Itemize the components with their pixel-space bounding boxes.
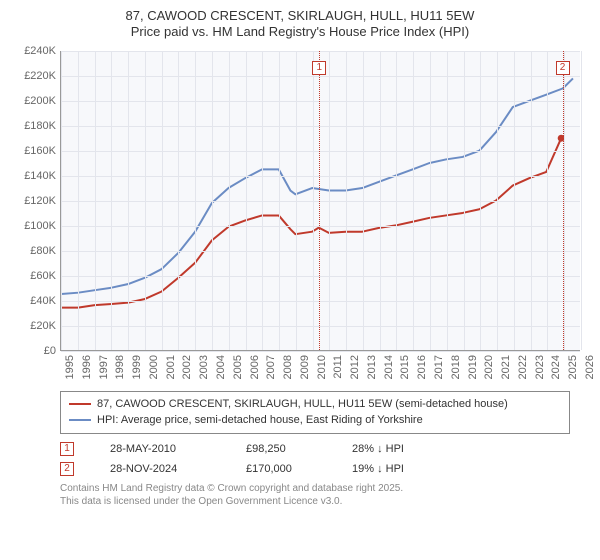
legend: 87, CAWOOD CRESCENT, SKIRLAUGH, HULL, HU… <box>60 391 570 434</box>
x-axis-tick: 2009 <box>299 355 311 379</box>
x-axis-tick: 2005 <box>232 355 244 379</box>
x-axis-tick: 1997 <box>98 355 110 379</box>
x-axis-tick: 2020 <box>483 355 495 379</box>
y-axis-tick: £160K <box>12 145 56 157</box>
x-axis-tick: 2001 <box>165 355 177 379</box>
y-axis-tick: £100K <box>12 220 56 232</box>
attribution-line-1: Contains HM Land Registry data © Crown c… <box>60 482 588 495</box>
x-axis-tick: 2024 <box>550 355 562 379</box>
data-point-price: £170,000 <box>246 463 316 475</box>
data-point-price: £98,250 <box>246 443 316 455</box>
legend-item-hpi: HPI: Average price, semi-detached house,… <box>69 412 561 429</box>
chart-title-block: 87, CAWOOD CRESCENT, SKIRLAUGH, HULL, HU… <box>12 8 588 41</box>
data-point-date: 28-NOV-2024 <box>110 463 210 475</box>
x-axis-tick: 1995 <box>64 355 76 379</box>
y-axis-tick: £200K <box>12 95 56 107</box>
legend-swatch <box>69 403 91 405</box>
x-axis-tick: 1998 <box>114 355 126 379</box>
marker-label: 1 <box>312 61 326 75</box>
x-axis-tick: 2007 <box>265 355 277 379</box>
data-point-diff: 28% ↓ HPI <box>352 443 442 455</box>
y-axis-tick: £140K <box>12 170 56 182</box>
y-axis-tick: £240K <box>12 45 56 57</box>
y-axis-tick: £20K <box>12 320 56 332</box>
attribution: Contains HM Land Registry data © Crown c… <box>60 482 588 508</box>
data-point-marker: 1 <box>60 442 74 456</box>
series-line-price_paid <box>61 138 561 307</box>
marker-label: 2 <box>556 61 570 75</box>
chart-area: 12 £0£20K£40K£60K£80K£100K£120K£140K£160… <box>12 47 588 387</box>
chart-container: 87, CAWOOD CRESCENT, SKIRLAUGH, HULL, HU… <box>0 0 600 560</box>
title-line-1: 87, CAWOOD CRESCENT, SKIRLAUGH, HULL, HU… <box>12 8 588 24</box>
x-axis-tick: 2021 <box>500 355 512 379</box>
x-axis-tick: 2003 <box>198 355 210 379</box>
x-axis-tick: 2002 <box>181 355 193 379</box>
legend-label: HPI: Average price, semi-detached house,… <box>97 412 423 429</box>
data-points-table: 1 28-MAY-2010 £98,250 28% ↓ HPI 2 28-NOV… <box>60 442 588 476</box>
x-axis-tick: 2016 <box>416 355 428 379</box>
y-axis-tick: £120K <box>12 195 56 207</box>
x-axis-tick: 2025 <box>567 355 579 379</box>
x-axis-tick: 2012 <box>349 355 361 379</box>
x-axis-tick: 2015 <box>399 355 411 379</box>
marker-line <box>563 51 564 350</box>
plot-region: 12 <box>60 51 580 351</box>
y-axis-tick: £40K <box>12 295 56 307</box>
x-axis-tick: 2010 <box>316 355 328 379</box>
y-axis-tick: £60K <box>12 270 56 282</box>
y-axis-tick: £180K <box>12 120 56 132</box>
legend-swatch <box>69 419 91 421</box>
y-axis-tick: £220K <box>12 70 56 82</box>
title-line-2: Price paid vs. HM Land Registry's House … <box>12 24 588 40</box>
y-axis-tick: £0 <box>12 345 56 357</box>
x-axis-tick: 2018 <box>450 355 462 379</box>
data-point-date: 28-MAY-2010 <box>110 443 210 455</box>
x-axis-tick: 2014 <box>383 355 395 379</box>
x-axis-tick: 1996 <box>81 355 93 379</box>
x-axis-tick: 2000 <box>148 355 160 379</box>
legend-label: 87, CAWOOD CRESCENT, SKIRLAUGH, HULL, HU… <box>97 396 508 413</box>
marker-line <box>319 51 320 350</box>
legend-item-price-paid: 87, CAWOOD CRESCENT, SKIRLAUGH, HULL, HU… <box>69 396 561 413</box>
y-axis-tick: £80K <box>12 245 56 257</box>
x-axis-tick: 2008 <box>282 355 294 379</box>
x-axis-tick: 2022 <box>517 355 529 379</box>
x-axis-tick: 2013 <box>366 355 378 379</box>
x-axis-tick: 2004 <box>215 355 227 379</box>
data-point-diff: 19% ↓ HPI <box>352 463 442 475</box>
attribution-line-2: This data is licensed under the Open Gov… <box>60 495 588 508</box>
x-axis-tick: 2023 <box>534 355 546 379</box>
x-axis-tick: 2026 <box>584 355 596 379</box>
x-axis-tick: 2006 <box>249 355 261 379</box>
x-axis-tick: 2017 <box>433 355 445 379</box>
x-axis-tick: 2011 <box>332 355 344 379</box>
data-point-row: 1 28-MAY-2010 £98,250 28% ↓ HPI <box>60 442 588 456</box>
x-axis-tick: 2019 <box>467 355 479 379</box>
data-point-row: 2 28-NOV-2024 £170,000 19% ↓ HPI <box>60 462 588 476</box>
data-point-marker: 2 <box>60 462 74 476</box>
x-axis-tick: 1999 <box>131 355 143 379</box>
